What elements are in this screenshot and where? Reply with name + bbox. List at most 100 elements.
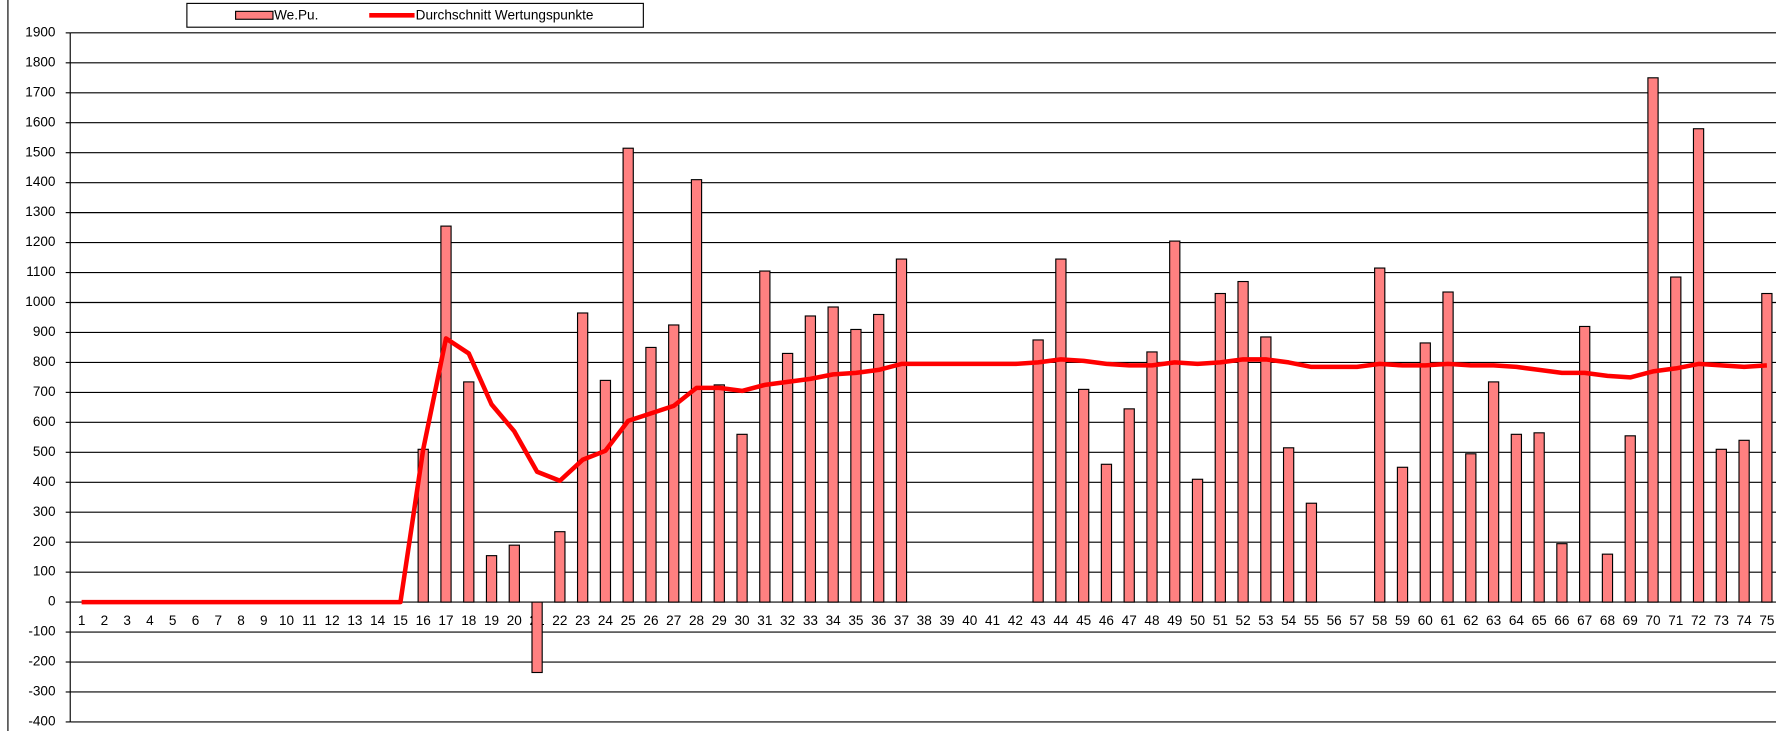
x-tick-label: 24	[598, 613, 614, 628]
bar	[1670, 276, 1682, 603]
bar	[781, 352, 794, 603]
bar	[1100, 463, 1113, 603]
y-tick-label: -100	[28, 624, 56, 639]
x-tick-label: 64	[1509, 613, 1525, 628]
x-tick-label: 18	[461, 613, 476, 628]
x-tick-label: 75	[1759, 613, 1774, 628]
y-tick-label: 300	[33, 504, 56, 519]
x-tick-label: 33	[803, 613, 818, 628]
y-tick-label: 1200	[25, 234, 56, 249]
x-tick-label: 69	[1623, 613, 1638, 628]
x-tick-label: 15	[393, 613, 408, 628]
x-tick-label: 10	[279, 613, 295, 628]
bar	[599, 379, 612, 603]
y-tick-label: 1900	[25, 24, 56, 39]
bar	[1055, 258, 1067, 603]
x-tick-label: 34	[826, 613, 842, 628]
y-tick-label: 1100	[26, 264, 56, 279]
y-tick-label: 1600	[25, 114, 56, 129]
bar	[827, 306, 839, 603]
x-tick-label: 38	[917, 613, 932, 628]
y-tick-label: 1700	[25, 84, 56, 99]
x-tick-label: 27	[666, 613, 681, 628]
x-tick-label: 56	[1327, 613, 1342, 628]
x-tick-label: 39	[939, 613, 954, 628]
bar	[645, 346, 657, 603]
y-tick-label: 1800	[25, 54, 56, 69]
bar	[1032, 339, 1044, 603]
y-tick-label: -200	[28, 654, 56, 669]
x-tick-label: 73	[1714, 613, 1729, 628]
bar	[1601, 553, 1614, 603]
bar	[1260, 336, 1272, 603]
x-tick-label: 17	[438, 613, 453, 628]
bar	[1214, 292, 1226, 603]
x-tick-label: 60	[1418, 613, 1434, 628]
x-tick-label: 19	[484, 613, 499, 628]
bar	[1146, 351, 1158, 603]
bar	[1761, 292, 1773, 603]
bar	[1374, 267, 1386, 603]
x-tick-label: 42	[1008, 613, 1023, 628]
x-tick-label: 2	[101, 613, 109, 628]
x-tick-label: 32	[780, 613, 795, 628]
x-tick-label: 8	[237, 613, 245, 628]
bar	[1533, 432, 1545, 603]
bar	[1077, 388, 1090, 603]
x-tick-label: 58	[1372, 613, 1387, 628]
x-tick-label: 29	[712, 613, 727, 628]
y-tick-label: 1300	[25, 204, 56, 219]
x-tick-label: 26	[643, 613, 658, 628]
legend-box	[186, 2, 644, 28]
y-tick-label: 800	[33, 354, 56, 369]
bar	[895, 258, 908, 603]
x-tick-label: 6	[192, 613, 200, 628]
bar	[1556, 543, 1568, 603]
x-tick-label: 12	[325, 613, 340, 628]
y-tick-label: 100	[33, 564, 56, 579]
x-tick-label: 20	[507, 613, 523, 628]
bar	[873, 313, 885, 603]
bar	[1396, 466, 1409, 603]
x-tick-label: 70	[1645, 613, 1661, 628]
x-tick-label: 1	[78, 613, 86, 628]
bar	[1191, 478, 1204, 603]
y-tick-label: 900	[33, 324, 56, 339]
x-tick-label: 65	[1532, 613, 1547, 628]
bar	[1442, 291, 1454, 603]
x-tick-label: 14	[370, 613, 386, 628]
x-tick-label: 72	[1691, 613, 1706, 628]
x-tick-label: 40	[962, 613, 978, 628]
x-tick-label: 9	[260, 613, 268, 628]
bar	[508, 544, 520, 603]
x-tick-label: 37	[894, 613, 909, 628]
x-tick-label: 50	[1190, 613, 1206, 628]
x-tick-label: 23	[575, 613, 590, 628]
x-tick-label: 55	[1304, 613, 1319, 628]
x-tick-label: 49	[1167, 613, 1182, 628]
x-tick-label: 36	[871, 613, 886, 628]
y-tick-label: 600	[33, 414, 56, 429]
y-tick-label: 200	[33, 534, 56, 549]
x-tick-label: 25	[621, 613, 636, 628]
bar	[1282, 447, 1295, 603]
x-tick-label: 44	[1053, 613, 1069, 628]
bar	[1465, 453, 1477, 603]
legend-label: We.Pu.	[274, 7, 318, 22]
bar	[713, 384, 725, 603]
x-tick-label: 7	[214, 613, 222, 628]
bar	[1419, 342, 1431, 603]
bar	[485, 555, 498, 603]
x-tick-label: 4	[146, 613, 154, 628]
x-tick-label: 67	[1577, 613, 1592, 628]
bar	[1647, 77, 1659, 603]
line	[81, 336, 1768, 605]
x-tick-label: 31	[757, 613, 772, 628]
legend-label: Durchschnitt Wertungspunkte	[416, 7, 594, 22]
x-tick-label: 52	[1236, 613, 1251, 628]
y-tick-label: 1000	[25, 294, 56, 309]
bar	[1579, 325, 1591, 603]
bar	[668, 324, 680, 603]
x-tick-label: 71	[1668, 613, 1683, 628]
